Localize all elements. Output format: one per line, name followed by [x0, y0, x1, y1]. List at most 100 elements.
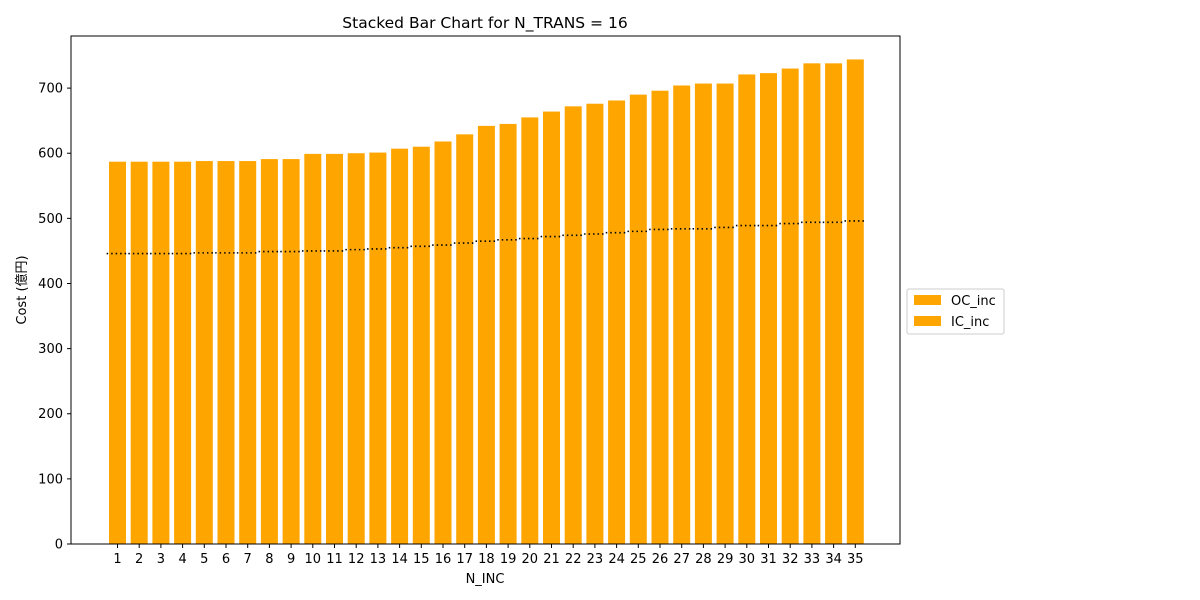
- bar-ic-inc-18: [477, 241, 495, 544]
- legend-label-ic-inc: IC_inc: [951, 315, 989, 330]
- bar-oc-inc-10: [304, 153, 322, 251]
- x-tick-label: 34: [825, 552, 842, 567]
- x-tick-label: 20: [522, 552, 539, 567]
- x-tick-label: 5: [200, 552, 208, 567]
- bar-ic-inc-25: [629, 231, 647, 544]
- x-tick-label: 22: [565, 552, 582, 567]
- bar-ic-inc-26: [651, 229, 669, 544]
- bar-ic-inc-22: [564, 235, 582, 545]
- bar-oc-inc-17: [456, 134, 474, 244]
- bar-ic-inc-30: [738, 225, 756, 544]
- x-tick-label: 9: [287, 552, 295, 567]
- x-tick-label: 13: [370, 552, 387, 567]
- x-tick-label: 11: [326, 552, 343, 567]
- x-axis-title: N_INC: [466, 572, 505, 587]
- bar-oc-inc-1: [109, 161, 126, 254]
- bar-oc-inc-29: [716, 83, 734, 228]
- plot-frame: [70, 35, 901, 545]
- y-tick-label: 400: [38, 277, 63, 292]
- bar-oc-inc-20: [521, 117, 539, 239]
- x-tick-label: 7: [244, 552, 252, 567]
- x-tick-label: 2: [135, 552, 143, 567]
- bar-ic-inc-17: [456, 243, 474, 545]
- x-tick-label: 35: [847, 552, 864, 567]
- x-tick-label: 26: [652, 552, 669, 567]
- bar-ic-inc-19: [499, 239, 517, 544]
- bar-oc-inc-34: [825, 63, 843, 223]
- bar-oc-inc-3: [152, 161, 170, 254]
- bar-ic-inc-20: [521, 238, 539, 545]
- bar-ic-inc-33: [803, 222, 821, 544]
- bar-ic-inc-27: [673, 228, 691, 544]
- legend-label-oc-inc: OC_inc: [951, 294, 996, 309]
- x-tick-label: 32: [782, 552, 799, 567]
- bar-oc-inc-16: [434, 141, 452, 246]
- y-tick-label: 700: [38, 82, 63, 97]
- bar-oc-inc-6: [217, 161, 235, 253]
- y-tick-label: 300: [38, 342, 63, 357]
- bar-ic-inc-31: [760, 225, 777, 544]
- y-tick-label: 0: [55, 538, 63, 553]
- bar-ic-inc-23: [586, 233, 604, 545]
- x-tick-label: 19: [500, 552, 517, 567]
- bar-ic-inc-15: [412, 246, 430, 545]
- y-axis-ticks: 0 100 200 300 400 500 600 700: [38, 82, 71, 553]
- y-tick-label: 100: [38, 472, 63, 487]
- bar-ic-inc-35: [846, 220, 864, 544]
- bar-ic-inc-32: [781, 223, 799, 544]
- bar-oc-inc-13: [369, 152, 387, 249]
- bar-ic-inc-14: [391, 247, 409, 545]
- bar-ic-inc-12: [347, 249, 365, 544]
- bar-oc-inc-31: [760, 73, 777, 226]
- y-tick-label: 500: [38, 212, 63, 227]
- x-tick-label: 33: [804, 552, 821, 567]
- x-axis-ticks: 1 2 3 4 5 6 7 8 9 10 11 12 13 14 15 16 17 18 19 20 21 22 23 24 2…: [113, 544, 864, 567]
- bars-group: [109, 59, 864, 545]
- x-tick-label: 24: [608, 552, 625, 567]
- bar-ic-inc-8: [260, 251, 278, 544]
- x-tick-label: 23: [587, 552, 604, 567]
- x-tick-label: 12: [348, 552, 365, 567]
- bar-ic-inc-5: [195, 252, 213, 544]
- x-tick-label: 31: [760, 552, 777, 567]
- bar-ic-inc-24: [608, 232, 626, 544]
- bar-ic-inc-21: [543, 236, 560, 544]
- bar-oc-inc-4: [174, 161, 192, 254]
- bar-oc-inc-12: [347, 153, 365, 250]
- y-tick-label: 200: [38, 407, 63, 422]
- bar-ic-inc-4: [174, 253, 192, 544]
- bar-oc-inc-5: [195, 161, 213, 253]
- x-tick-label: 3: [157, 552, 165, 567]
- x-tick-label: 17: [456, 552, 473, 567]
- chart-title: Stacked Bar Chart for N_TRANS = 16: [342, 14, 627, 33]
- x-tick-label: 29: [717, 552, 734, 567]
- bar-oc-inc-22: [564, 106, 582, 236]
- x-tick-label: 6: [222, 552, 230, 567]
- bar-oc-inc-32: [781, 68, 799, 224]
- bar-oc-inc-8: [260, 159, 278, 252]
- bar-oc-inc-30: [738, 74, 756, 226]
- bar-oc-inc-27: [673, 85, 691, 229]
- bar-oc-inc-21: [543, 111, 560, 237]
- bar-ic-inc-13: [369, 248, 387, 544]
- bar-oc-inc-33: [803, 63, 821, 223]
- bar-ic-inc-10: [304, 250, 322, 545]
- bar-ic-inc-2: [130, 253, 148, 544]
- x-tick-label: 15: [413, 552, 430, 567]
- bar-ic-inc-1: [109, 253, 126, 544]
- bar-ic-inc-7: [239, 252, 257, 544]
- bar-oc-inc-11: [326, 153, 343, 251]
- bar-oc-inc-15: [412, 146, 430, 247]
- legend: OC_inc IC_inc: [906, 288, 1005, 335]
- legend-swatch-oc-inc: [914, 295, 941, 305]
- x-tick-label: 1: [113, 552, 121, 567]
- bar-oc-inc-24: [608, 100, 626, 233]
- x-tick-label: 8: [265, 552, 273, 567]
- y-tick-label: 600: [38, 147, 63, 162]
- x-tick-label: 21: [543, 552, 560, 567]
- bar-ic-inc-34: [825, 222, 843, 544]
- bar-oc-inc-18: [477, 125, 495, 242]
- bar-oc-inc-14: [391, 148, 409, 248]
- bar-oc-inc-35: [846, 59, 864, 221]
